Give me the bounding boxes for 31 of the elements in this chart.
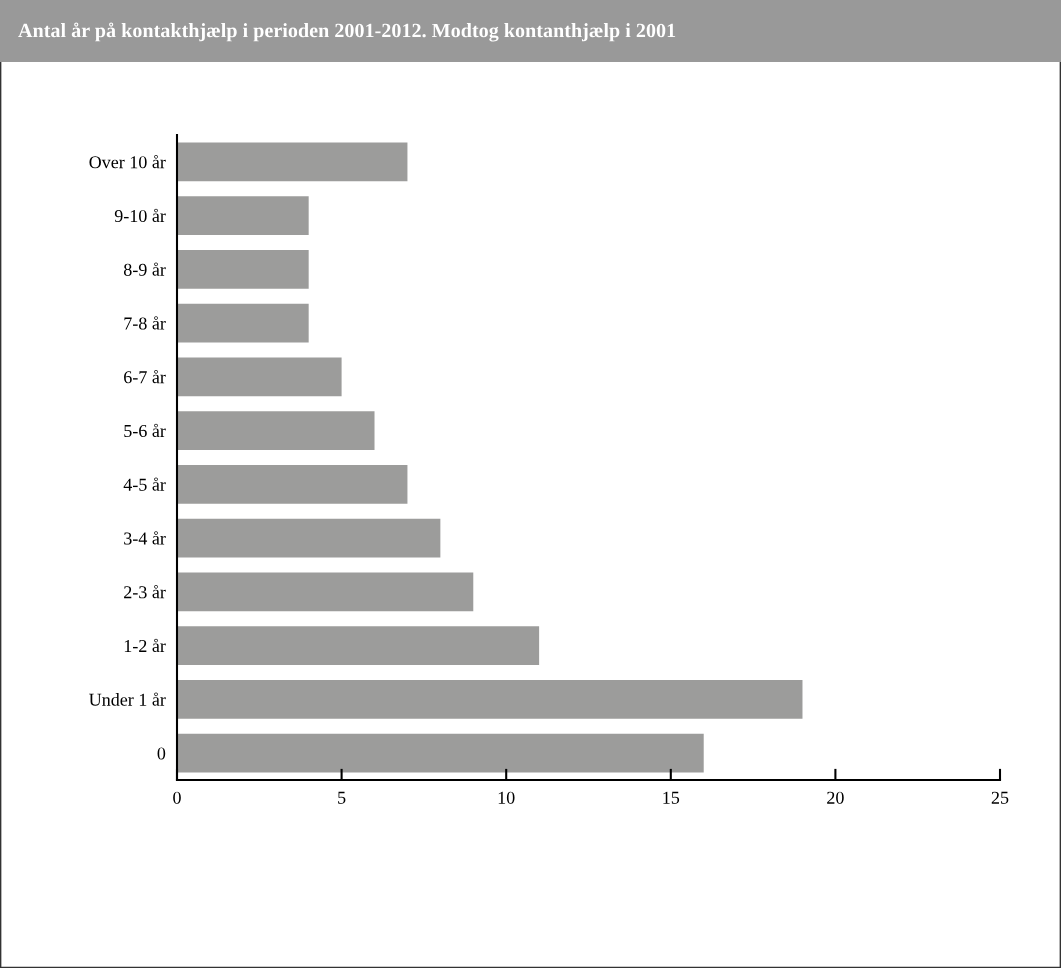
x-tick-label: 0 [173,791,181,804]
chart-title: Antal år på kontakthjælp i perioden 2001-2012. Modtog kontanthjælp i 2001 [18,22,676,42]
bar [177,357,342,397]
y-tick-label: 2-3 år [124,585,166,599]
bar [177,142,408,182]
bar [177,411,375,450]
bar [177,733,704,773]
bar [177,250,309,289]
y-tick-label: Under 1 år [89,692,166,706]
y-tick-label: 9-10 år [114,208,166,223]
x-tick-label: 10 [498,791,515,804]
x-tick-label: 15 [663,791,680,804]
bar [177,465,408,504]
y-tick-label: 3-4 år [124,531,166,545]
y-tick-label: 6-7 år [124,370,166,384]
bar [177,196,309,235]
y-tick-label: 5-6 år [124,423,166,438]
bar [177,626,540,665]
x-tick-label: 5 [338,791,346,804]
y-tick-label: 7-8 år [124,316,166,330]
bar [177,680,803,719]
y-tick-label: 8-9 år [123,262,166,276]
x-tick-label: 20 [827,791,844,804]
y-tick-label: Over 10 år [89,155,166,169]
bar [177,518,441,558]
x-tick-label: 25 [991,791,1009,804]
y-tick-label: 1-2 år [124,638,166,653]
y-tick-label: 0 [157,747,166,760]
bar [177,303,309,343]
bar [177,572,474,612]
y-tick-label: 4-5 år [123,477,166,491]
